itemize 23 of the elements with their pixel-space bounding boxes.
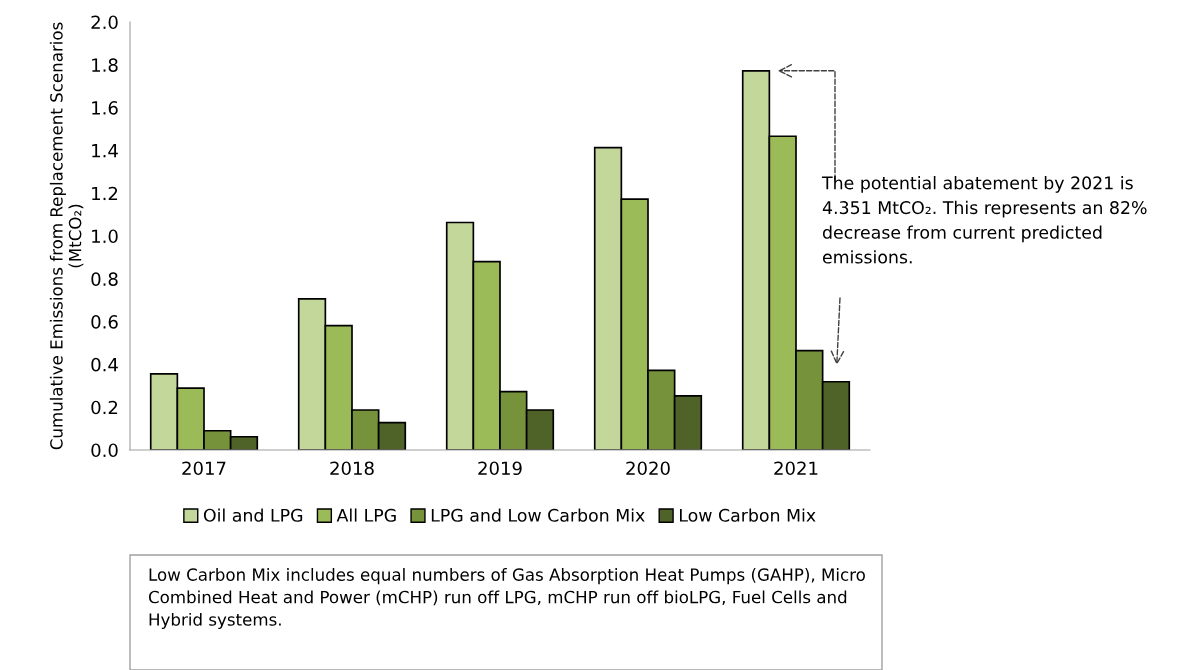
x-tick-label: 2017 [182,461,226,476]
annotation: The potential abatement by 2021 is 4.351 MtCO₂. This represents an 82% decrease from current predicted emissions. [821,176,1147,264]
legend-label: LPG and Low Carbon Mix [431,508,645,522]
x-tick-label: 2018 [330,461,374,476]
legend-label: Oil and LPG [203,508,303,522]
y-tick-label: 0.2 [91,400,118,415]
y-axis-title: Cumulative Emissions from Replacement Scenarios (MtCO₂) [49,22,84,450]
x-tick-label: 2019 [478,461,522,476]
y-tick-label: 1.2 [92,186,118,201]
y-tick-label: 0.8 [91,272,118,286]
text: Low Carbon Mix includes equal numbers of Gas Absorption Heat Pumps (GAHP), Micro Combined Heat and Power (mCHP) run off LPG, mCHP run off bioLPG, Fuel Cells and Hybrid systems. [148,568,865,630]
x-tick-label: 2021 [774,461,818,476]
y-tick-label: 0.4 [91,357,118,372]
legend-label: Low Carbon Mix [680,508,816,522]
y-tick-label: 1.0 [92,229,118,244]
y-tick-label: 0.0 [91,443,118,458]
y-tick-label: 1.4 [92,144,118,158]
y-tick-label: 2.0 [91,15,118,30]
legend-label: All LPG [336,508,396,522]
y-tick-label: 1.6 [92,101,118,115]
y-tick-label: 1.8 [92,58,118,72]
y-tick-label: 0.6 [91,315,118,329]
x-tick-label: 2020 [626,461,670,476]
